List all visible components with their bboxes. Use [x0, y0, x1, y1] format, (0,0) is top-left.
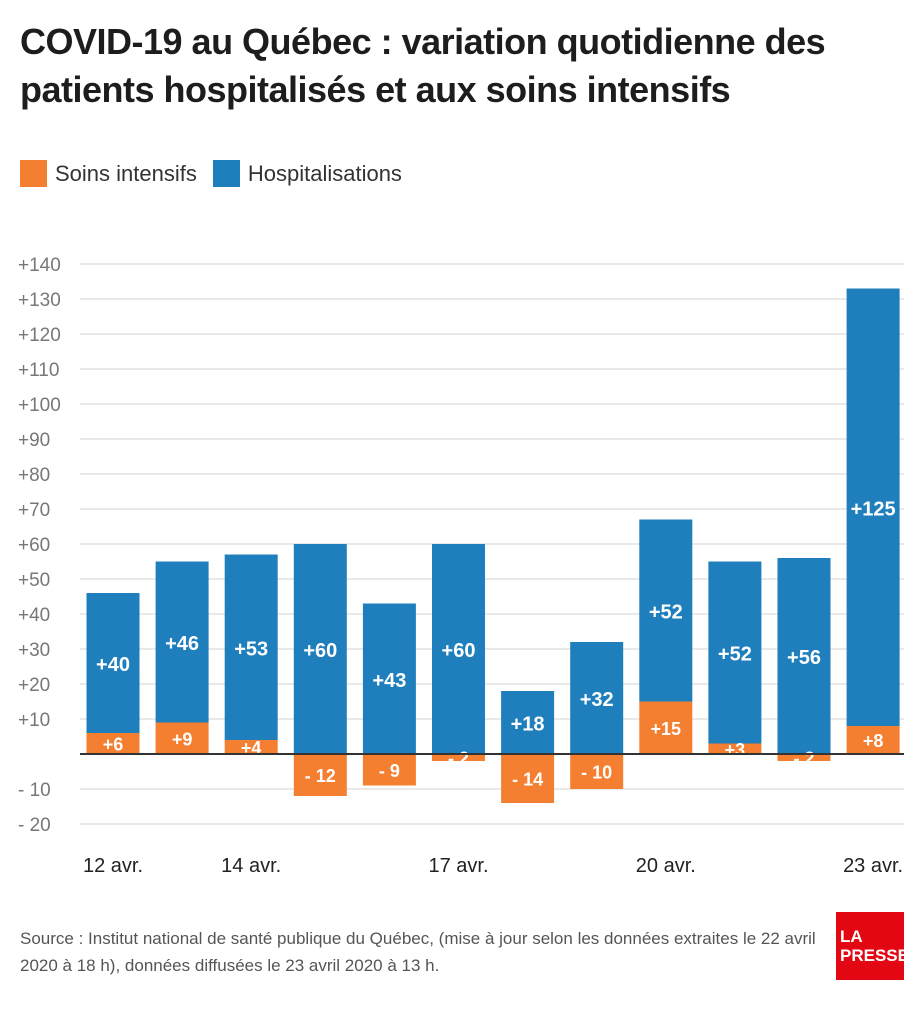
y-tick-label: +130: [18, 290, 61, 311]
legend-item-soins-intensifs: Soins intensifs: [20, 160, 197, 187]
logo-line-1: LA: [840, 927, 863, 946]
data-label-soins-intensifs: +3: [725, 740, 746, 760]
data-label-soins-intensifs: - 9: [379, 761, 400, 781]
bar-hospitalisations: [293, 544, 347, 754]
bar-soins-intensifs: [501, 754, 555, 803]
y-tick-label: +10: [18, 710, 50, 731]
y-tick-label: +30: [18, 640, 50, 661]
bar-hospitalisations: [777, 558, 831, 754]
y-tick-label: +100: [18, 395, 61, 416]
data-label-hospitalisations: +125: [851, 498, 896, 520]
x-tick-label: 14 avr.: [221, 855, 281, 877]
y-tick-label: +80: [18, 465, 50, 486]
y-tick-label: - 20: [18, 815, 51, 836]
bar-soins-intensifs: [293, 754, 347, 796]
data-label-hospitalisations: +46: [165, 633, 199, 655]
legend-label-soins-intensifs: Soins intensifs: [55, 160, 197, 186]
data-label-hospitalisations: +40: [96, 654, 130, 676]
bar-hospitalisations: [639, 519, 693, 702]
x-tick-label: 23 avr.: [843, 855, 903, 877]
bar-hospitalisations: [708, 561, 762, 744]
data-label-hospitalisations: +60: [303, 640, 337, 662]
data-label-hospitalisations: +43: [372, 670, 406, 692]
bar-hospitalisations: [224, 554, 278, 740]
bar-soins-intensifs: [155, 722, 209, 754]
bar-hospitalisations: [155, 561, 209, 723]
y-tick-label: - 10: [18, 780, 51, 801]
bar-soins-intensifs: [846, 726, 900, 754]
bar-soins-intensifs: [224, 740, 278, 754]
bar-hospitalisations: [432, 544, 485, 754]
data-label-soins-intensifs: +15: [651, 719, 682, 739]
x-tick-label: 12 avr.: [83, 855, 143, 877]
la-presse-logo: LA PRESSE: [836, 912, 909, 980]
y-tick-label: +120: [18, 325, 61, 346]
y-tick-label: +20: [18, 675, 50, 696]
bar-soins-intensifs: [432, 754, 485, 761]
data-label-hospitalisations: +56: [787, 647, 821, 669]
bar-soins-intensifs: [708, 743, 762, 754]
legend-item-hospitalisations: Hospitalisations: [212, 160, 402, 187]
label-layer: +40+6+46+9+53+4+60- 12+43- 9+60- 2+18- 1…: [96, 498, 896, 789]
bar-soins-intensifs: [86, 733, 140, 754]
source-note: Source : Institut national de santé publ…: [20, 929, 816, 975]
data-label-soins-intensifs: - 10: [581, 763, 612, 783]
data-label-hospitalisations: +32: [580, 689, 614, 711]
data-label-soins-intensifs: - 12: [305, 766, 336, 786]
x-tick-label: 17 avr.: [428, 855, 488, 877]
data-label-soins-intensifs: +8: [863, 731, 884, 751]
y-tick-label: +60: [18, 535, 50, 556]
y-tick-label: +70: [18, 500, 50, 521]
data-label-hospitalisations: +52: [718, 644, 752, 666]
data-label-hospitalisations: +53: [234, 638, 268, 660]
data-label-soins-intensifs: - 2: [448, 749, 469, 769]
data-label-soins-intensifs: +9: [172, 729, 193, 749]
axis-layer: +140 +130 +120 +110 +100 +90 +80 +70 +60 +50 +40 +3…: [18, 255, 904, 877]
legend-swatch-soins-intensifs: [20, 160, 47, 187]
y-tick-label: +140: [18, 255, 61, 276]
bar-hospitalisations: [846, 288, 900, 726]
y-tick-label: +90: [18, 430, 50, 451]
bar-chart: +40+6+46+9+53+4+60- 12+43- 9+60- 2+18- 1…: [18, 255, 904, 877]
data-label-soins-intensifs: +6: [103, 735, 124, 755]
x-tick-label: 20 avr.: [636, 855, 696, 877]
grid-layer: [80, 263, 904, 825]
bar-hospitalisations: [501, 691, 555, 754]
bar-layer: [86, 288, 900, 803]
bar-soins-intensifs: [639, 701, 693, 754]
logo-line-2: PRESSE: [840, 946, 909, 965]
legend-swatch-hospitalisations: [212, 160, 240, 187]
y-tick-label: +110: [18, 360, 59, 381]
bar-soins-intensifs: [362, 754, 416, 786]
data-label-hospitalisations: +52: [649, 602, 683, 624]
bar-hospitalisations: [570, 642, 624, 754]
y-tick-label: +40: [18, 605, 50, 626]
bar-hospitalisations: [362, 603, 416, 754]
chart-title: COVID-19 au Québec : variation quotidien…: [20, 21, 826, 110]
data-label-soins-intensifs: - 2: [793, 749, 814, 769]
legend-label-hospitalisations: Hospitalisations: [247, 160, 402, 186]
bar-soins-intensifs: [777, 754, 831, 761]
data-label-hospitalisations: +60: [442, 640, 476, 662]
legend: Soins intensifs Hospitalisations: [20, 160, 418, 187]
y-tick-label: +50: [18, 570, 50, 591]
data-label-soins-intensifs: - 14: [512, 770, 543, 790]
bar-hospitalisations: [86, 593, 140, 733]
bar-soins-intensifs: [570, 754, 624, 789]
data-label-hospitalisations: +18: [511, 714, 545, 736]
